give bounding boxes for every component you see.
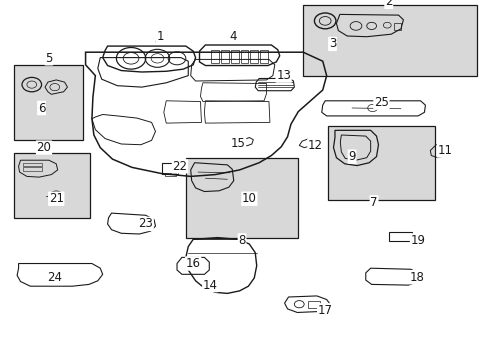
Bar — [307, 301, 320, 308]
Text: 25: 25 — [373, 96, 388, 109]
Text: 15: 15 — [230, 137, 245, 150]
Text: 7: 7 — [369, 196, 377, 209]
Text: 4: 4 — [228, 30, 236, 42]
FancyBboxPatch shape — [14, 153, 90, 218]
Text: 14: 14 — [203, 279, 217, 292]
Bar — [240, 50, 248, 63]
Bar — [162, 163, 178, 174]
Text: 2: 2 — [384, 0, 392, 8]
FancyBboxPatch shape — [185, 158, 298, 238]
Text: 10: 10 — [242, 192, 256, 205]
Bar — [260, 50, 267, 63]
Bar — [388, 232, 411, 241]
Bar — [211, 50, 219, 63]
Bar — [23, 167, 42, 171]
Bar — [221, 50, 228, 63]
Text: 18: 18 — [408, 271, 423, 284]
Text: 24: 24 — [47, 271, 62, 284]
Bar — [230, 50, 238, 63]
Text: 9: 9 — [347, 150, 355, 163]
Bar — [165, 173, 176, 176]
Text: 6: 6 — [38, 102, 45, 114]
FancyBboxPatch shape — [303, 5, 476, 76]
Text: 23: 23 — [138, 217, 153, 230]
FancyBboxPatch shape — [327, 126, 434, 200]
Text: 12: 12 — [307, 139, 322, 152]
Text: 8: 8 — [238, 234, 245, 247]
Text: 3: 3 — [328, 37, 336, 50]
Text: 13: 13 — [276, 69, 290, 82]
Text: 17: 17 — [317, 304, 332, 317]
Bar — [23, 163, 42, 166]
Text: 21: 21 — [49, 192, 63, 205]
Text: 11: 11 — [437, 144, 451, 157]
Text: 1: 1 — [156, 30, 164, 42]
Text: 5: 5 — [45, 52, 53, 65]
FancyBboxPatch shape — [14, 65, 83, 140]
Text: 20: 20 — [37, 141, 51, 154]
Bar — [393, 23, 400, 30]
Text: 16: 16 — [185, 257, 200, 270]
Bar — [250, 50, 258, 63]
Text: 19: 19 — [410, 234, 425, 247]
Text: 22: 22 — [172, 160, 187, 173]
